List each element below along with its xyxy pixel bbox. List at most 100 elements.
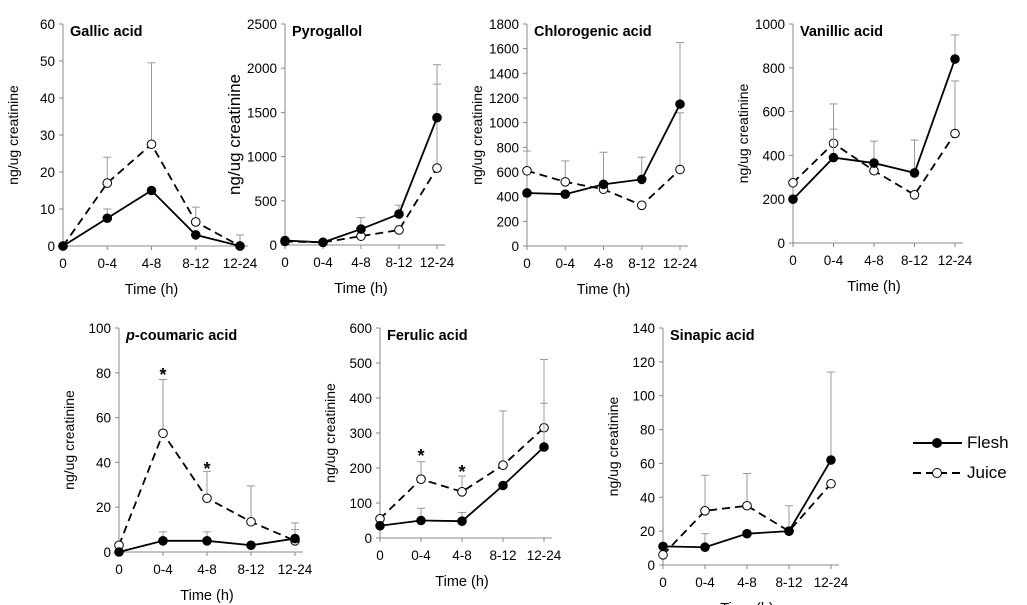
sinapic-acid-x-tick-label: 0 — [659, 575, 667, 590]
pyrogallol-juice-point — [394, 225, 404, 235]
p-coumaric-acid-x-tick-label: 0-4 — [153, 562, 173, 577]
pyrogallol-x-tick-label: 12-24 — [420, 255, 455, 270]
chlorogenic-acid-y-tick-label: 800 — [496, 140, 519, 155]
chlorogenic-acid-juice-point — [636, 200, 647, 211]
ferulic-acid-x-tick-label: 12-24 — [527, 548, 562, 563]
panel-p-coumaric-acid: 0 20 40 60 80 100 0 0-4 4-8 8-12 12-24 Time (h) ng/u… — [61, 321, 313, 604]
chlorogenic-acid-juice-point — [560, 177, 571, 187]
chlorogenic-acid-flesh-point — [636, 174, 647, 185]
p-coumaric-acid-x-tick-label: 0 — [115, 562, 123, 577]
gallic-acid-flesh-point — [235, 241, 245, 251]
p-coumaric-acid-x-tick-label: 12-24 — [278, 562, 313, 577]
gallic-acid-y-tick-label: 20 — [40, 165, 55, 180]
p-coumaric-acid-flesh-point — [246, 540, 256, 551]
pyrogallol-y-tick-label: 2000 — [247, 61, 277, 76]
pyrogallol-juice-point — [432, 163, 442, 173]
sinapic-acid-y-tick-label: 140 — [632, 321, 655, 336]
panel-chlorogenic-acid: 0 200 400 600 800 1000 1200 1400 1600 1800 0 0-4 4-8… — [469, 17, 698, 298]
pyrogallol-x-tick-label: 4-8 — [351, 255, 371, 270]
chlorogenic-acid-x-axis-label: Time (h) — [577, 282, 630, 298]
vanillic-acid-title: Vanillic acid — [800, 24, 883, 40]
ferulic-acid-y-axis-label: ng/ug creatinine — [322, 383, 338, 483]
vanillic-acid-y-tick-label: 200 — [762, 192, 785, 207]
sinapic-acid-title: Sinapic acid — [670, 328, 755, 344]
vanillic-acid-juice-point — [909, 190, 920, 200]
vanillic-acid-x-tick-label: 0 — [789, 253, 797, 268]
gallic-acid-x-tick-label: 12-24 — [223, 256, 258, 271]
gallic-acid-y-tick-label: 50 — [40, 54, 55, 69]
p-coumaric-acid-flesh-point — [158, 536, 168, 546]
panel-gallic-acid: 0 10 20 30 40 50 60 0 0-4 4-8 8-12 12-24 Time (h) ng/… — [5, 17, 258, 298]
sinapic-acid-flesh-point — [658, 541, 668, 552]
pyrogallol-y-tick-label: 0 — [269, 238, 277, 253]
ferulic-acid-flesh-point — [539, 442, 549, 452]
chlorogenic-acid-x-tick-label: 0 — [523, 256, 531, 271]
ferulic-acid-y-tick-label: 200 — [349, 461, 372, 476]
vanillic-acid-y-tick-label: 600 — [762, 105, 785, 120]
pyrogallol-y-tick-label: 500 — [254, 194, 277, 209]
p-coumaric-acid-significance-marker: * — [203, 459, 210, 479]
p-coumaric-acid-y-tick-label: 80 — [96, 366, 111, 381]
sinapic-acid-juice-line — [662, 483, 832, 556]
gallic-acid-flesh-point — [102, 213, 113, 224]
chlorogenic-acid-y-tick-label: 1200 — [489, 91, 519, 106]
vanillic-acid-x-axis-label: Time (h) — [847, 279, 900, 295]
ferulic-acid-x-axis-label: Time (h) — [435, 574, 488, 590]
ferulic-acid-significance-marker: * — [458, 462, 465, 482]
pyrogallol-y-axis-label: ng/ug creatinine — [225, 74, 244, 195]
sinapic-acid-flesh-point — [784, 526, 794, 536]
ferulic-acid-title: Ferulic acid — [387, 328, 468, 344]
p-coumaric-acid-x-axis-label: Time (h) — [180, 588, 233, 604]
pyrogallol-x-tick-label: 0-4 — [313, 255, 333, 270]
ferulic-acid-flesh-point — [416, 515, 426, 526]
pyrogallol-x-tick-label: 8-12 — [385, 255, 412, 270]
sinapic-acid-y-tick-label: 100 — [632, 389, 655, 404]
sinapic-acid-juice-point — [658, 550, 668, 560]
vanillic-acid-x-tick-label: 12-24 — [938, 253, 973, 268]
sinapic-acid-juice-point — [742, 500, 752, 511]
legend-flesh-marker — [913, 438, 962, 448]
p-coumaric-acid-significance-marker: * — [159, 365, 166, 385]
gallic-acid-x-tick-label: 8-12 — [182, 256, 209, 271]
gallic-acid-y-tick-label: 30 — [40, 128, 55, 143]
vanillic-acid-y-tick-label: 800 — [762, 61, 785, 76]
ferulic-acid-flesh-point — [498, 480, 508, 491]
p-coumaric-acid-flesh-point — [202, 536, 212, 546]
pyrogallol-title: Pyrogallol — [292, 24, 362, 40]
vanillic-acid-flesh-point — [828, 152, 839, 163]
sinapic-acid-x-tick-label: 0-4 — [695, 575, 715, 590]
panel-sinapic-acid: 0 20 40 60 80 100 120 140 0 0-4 4-8 8-12 12-24 Time (… — [605, 321, 849, 605]
p-coumaric-acid-y-tick-label: 40 — [96, 455, 111, 470]
chlorogenic-acid-y-tick-label: 1000 — [489, 116, 519, 131]
ferulic-acid-x-tick-label: 8-12 — [489, 548, 516, 563]
pyrogallol-flesh-point — [432, 112, 442, 123]
p-coumaric-acid-y-axis-label: ng/ug creatinine — [61, 390, 77, 490]
ferulic-acid-x-tick-label: 4-8 — [452, 548, 472, 563]
panel-ferulic-acid: 0 100 200 300 400 500 600 0 0-4 4-8 8-12 12-24 Time … — [322, 321, 562, 590]
chlorogenic-acid-flesh-point — [598, 179, 609, 190]
sinapic-acid-flesh-point — [826, 455, 836, 465]
sinapic-acid-x-tick-label: 4-8 — [737, 575, 757, 590]
gallic-acid-x-tick-label: 0 — [59, 256, 67, 271]
panel-vanillic-acid: 0 200 400 600 800 1000 0 0-4 4-8 8-12 12-24 Time (h… — [735, 17, 973, 295]
gallic-acid-flesh-line — [62, 189, 241, 247]
ferulic-acid-juice-point — [457, 487, 467, 497]
gallic-acid-y-axis-label: ng/ug creatinine — [5, 85, 21, 185]
gallic-acid-flesh-point — [190, 230, 201, 240]
gallic-acid-y-tick-label: 0 — [47, 239, 55, 254]
sinapic-acid-y-axis-label: ng/ug creatinine — [605, 396, 621, 496]
ferulic-acid-juice-point — [416, 474, 426, 485]
pyrogallol-y-tick-label: 1500 — [247, 105, 277, 120]
panel-pyrogallol: 0 500 1000 1500 2000 2500 0 0-4 4-8 8-12 12-24 Time… — [225, 17, 455, 297]
pyrogallol-y-tick-label: 1000 — [247, 150, 277, 165]
sinapic-acid-x-axis-label: Time (h) — [720, 601, 773, 605]
chlorogenic-acid-y-tick-label: 200 — [496, 214, 519, 229]
vanillic-acid-x-tick-label: 0-4 — [824, 253, 844, 268]
gallic-acid-flesh-point — [146, 185, 157, 196]
chlorogenic-acid-flesh-point — [522, 188, 532, 198]
p-coumaric-acid-x-tick-label: 4-8 — [197, 562, 217, 577]
sinapic-acid-x-tick-label: 8-12 — [775, 575, 802, 590]
sinapic-acid-flesh-point — [700, 542, 710, 553]
gallic-acid-juice-point — [146, 139, 157, 150]
pyrogallol-flesh-point — [318, 237, 328, 248]
